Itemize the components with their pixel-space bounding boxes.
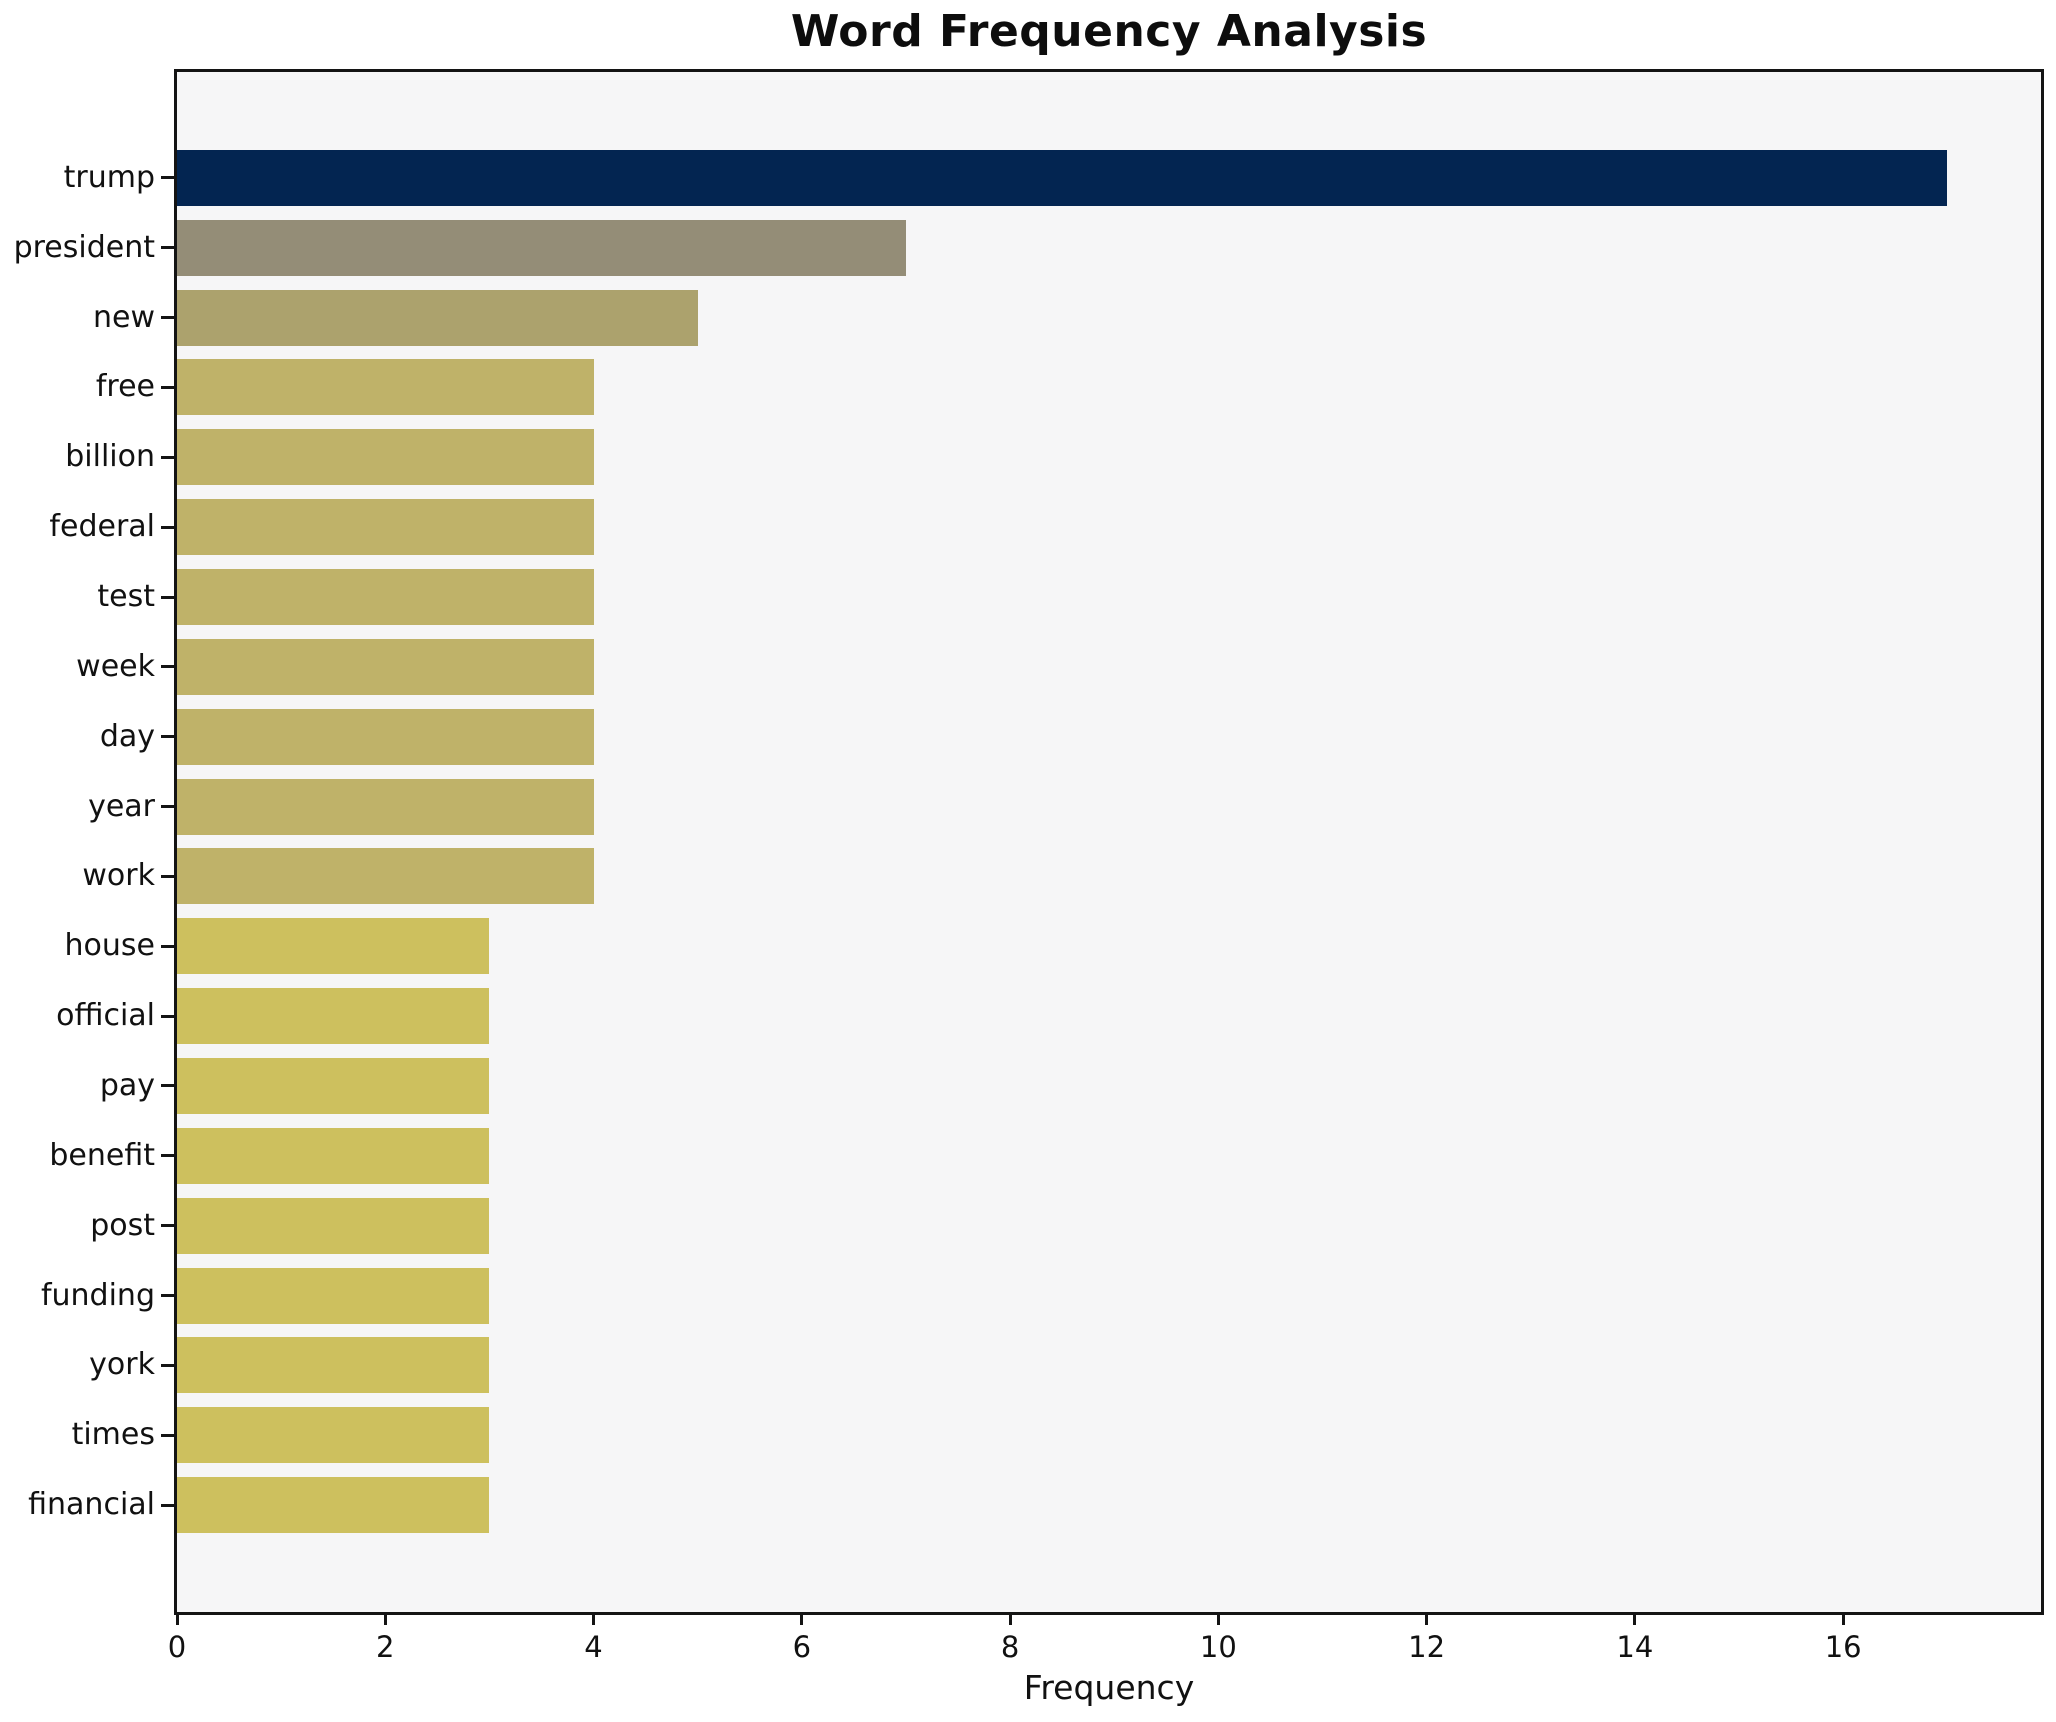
y-tick-mark xyxy=(161,525,174,529)
bar-york xyxy=(177,1337,490,1394)
y-tick-label-pay: pay xyxy=(99,1067,155,1103)
x-tick-label-14: 14 xyxy=(1616,1630,1654,1664)
y-tick-label-post: post xyxy=(90,1207,155,1243)
y-tick-mark xyxy=(161,874,174,878)
y-tick-label-federal: federal xyxy=(49,509,155,545)
bar-test xyxy=(177,569,594,626)
y-tick-label-president: president xyxy=(13,229,155,265)
y-tick-mark xyxy=(161,1503,174,1507)
y-tick-label-official: official xyxy=(56,998,155,1034)
y-tick-mark xyxy=(161,1154,174,1158)
x-tick-label-0: 0 xyxy=(167,1630,187,1664)
bar-house xyxy=(177,918,490,975)
x-tick-label-16: 16 xyxy=(1824,1630,1862,1664)
y-tick-mark xyxy=(161,1014,174,1018)
x-tick-mark xyxy=(383,1615,387,1625)
y-tick-mark xyxy=(161,385,174,389)
y-tick-label-billion: billion xyxy=(65,439,155,475)
bar-times xyxy=(177,1407,490,1464)
bar-benefit xyxy=(177,1127,490,1184)
y-tick-mark xyxy=(161,316,174,320)
x-axis-title: Frequency xyxy=(1023,1668,1195,1707)
x-tick-label-6: 6 xyxy=(792,1630,812,1664)
y-tick-label-funding: funding xyxy=(40,1277,155,1313)
bar-billion xyxy=(177,429,594,486)
y-tick-mark xyxy=(161,1084,174,1088)
x-tick-mark xyxy=(1841,1615,1845,1625)
y-tick-mark xyxy=(161,1433,174,1437)
x-tick-mark xyxy=(1425,1615,1429,1625)
y-tick-label-week: week xyxy=(76,648,155,684)
y-tick-label-test: test xyxy=(97,579,155,615)
y-tick-mark xyxy=(161,1224,174,1228)
plot-area xyxy=(174,69,2044,1615)
y-tick-mark xyxy=(161,944,174,948)
bar-day xyxy=(177,708,594,765)
y-tick-label-year: year xyxy=(88,788,155,824)
x-tick-label-8: 8 xyxy=(1000,1630,1020,1664)
x-tick-mark xyxy=(1633,1615,1637,1625)
y-tick-label-trump: trump xyxy=(63,159,155,195)
y-tick-label-benefit: benefit xyxy=(49,1137,155,1173)
bar-official xyxy=(177,988,490,1045)
bar-new xyxy=(177,289,698,346)
y-tick-label-house: house xyxy=(64,928,155,964)
x-tick-label-12: 12 xyxy=(1408,1630,1446,1664)
bar-funding xyxy=(177,1267,490,1324)
y-tick-label-financial: financial xyxy=(28,1487,155,1523)
y-tick-mark xyxy=(161,665,174,669)
x-tick-label-4: 4 xyxy=(584,1630,603,1664)
y-tick-mark xyxy=(161,455,174,459)
bar-work xyxy=(177,848,594,905)
x-tick-label-2: 2 xyxy=(376,1630,395,1664)
y-tick-label-day: day xyxy=(99,718,155,754)
y-tick-mark xyxy=(161,176,174,180)
chart-title: Word Frequency Analysis xyxy=(790,6,1428,57)
y-tick-label-work: work xyxy=(82,858,155,894)
bar-president xyxy=(177,219,906,276)
bar-week xyxy=(177,638,594,695)
y-tick-mark xyxy=(161,1294,174,1298)
y-tick-mark xyxy=(161,805,174,809)
x-tick-mark xyxy=(175,1615,179,1625)
y-tick-label-york: york xyxy=(89,1347,155,1383)
x-tick-mark xyxy=(800,1615,804,1625)
y-tick-label-free: free xyxy=(95,369,155,405)
bar-trump xyxy=(177,149,1948,206)
bar-free xyxy=(177,359,594,416)
bars-container xyxy=(177,72,2041,1612)
bar-financial xyxy=(177,1477,490,1534)
x-tick-label-10: 10 xyxy=(1199,1630,1237,1664)
bar-post xyxy=(177,1197,490,1254)
y-tick-label-new: new xyxy=(92,299,155,335)
bar-pay xyxy=(177,1057,490,1114)
y-tick-label-times: times xyxy=(71,1417,155,1453)
x-tick-mark xyxy=(1216,1615,1220,1625)
x-tick-mark xyxy=(592,1615,596,1625)
y-tick-mark xyxy=(161,595,174,599)
y-tick-mark xyxy=(161,735,174,739)
x-tick-mark xyxy=(1008,1615,1012,1625)
y-tick-mark xyxy=(161,1363,174,1367)
y-tick-mark xyxy=(161,246,174,250)
bar-year xyxy=(177,778,594,835)
bar-federal xyxy=(177,499,594,556)
